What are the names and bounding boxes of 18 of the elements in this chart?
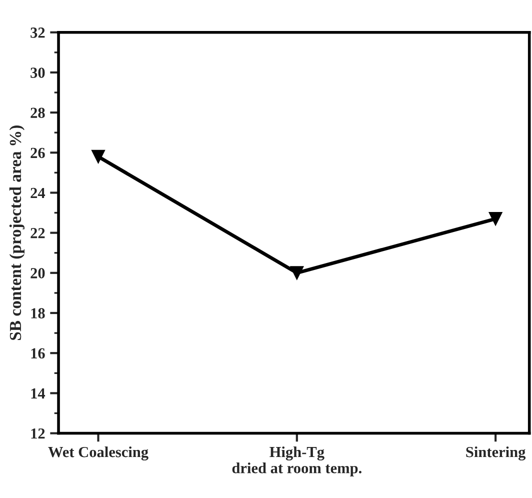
point xyxy=(488,212,502,226)
y-tick-label: 24 xyxy=(30,188,46,198)
x-tick-label: Sintering xyxy=(466,446,526,460)
point xyxy=(91,150,106,164)
y-tick-label: 14 xyxy=(31,388,46,398)
x-tick-label: High-Tg dried at room temp. xyxy=(232,446,362,476)
y-tick-label: 18 xyxy=(31,308,45,318)
y-tick-label: 22 xyxy=(30,228,45,238)
x-tick-label: Wet Coalescing xyxy=(48,446,148,460)
y-tick-label: 26 xyxy=(30,148,45,158)
y-tick-label: 16 xyxy=(31,348,45,359)
y-tick-label: 30 xyxy=(30,68,45,78)
y-tick-label: 28 xyxy=(30,108,45,118)
point xyxy=(290,266,304,280)
y-tick-label: 12 xyxy=(31,428,45,439)
y-tick-label: 32 xyxy=(30,28,45,38)
y-tick-label: 20 xyxy=(30,268,45,278)
y-axis-title: SB content (projected area %) xyxy=(9,126,24,340)
